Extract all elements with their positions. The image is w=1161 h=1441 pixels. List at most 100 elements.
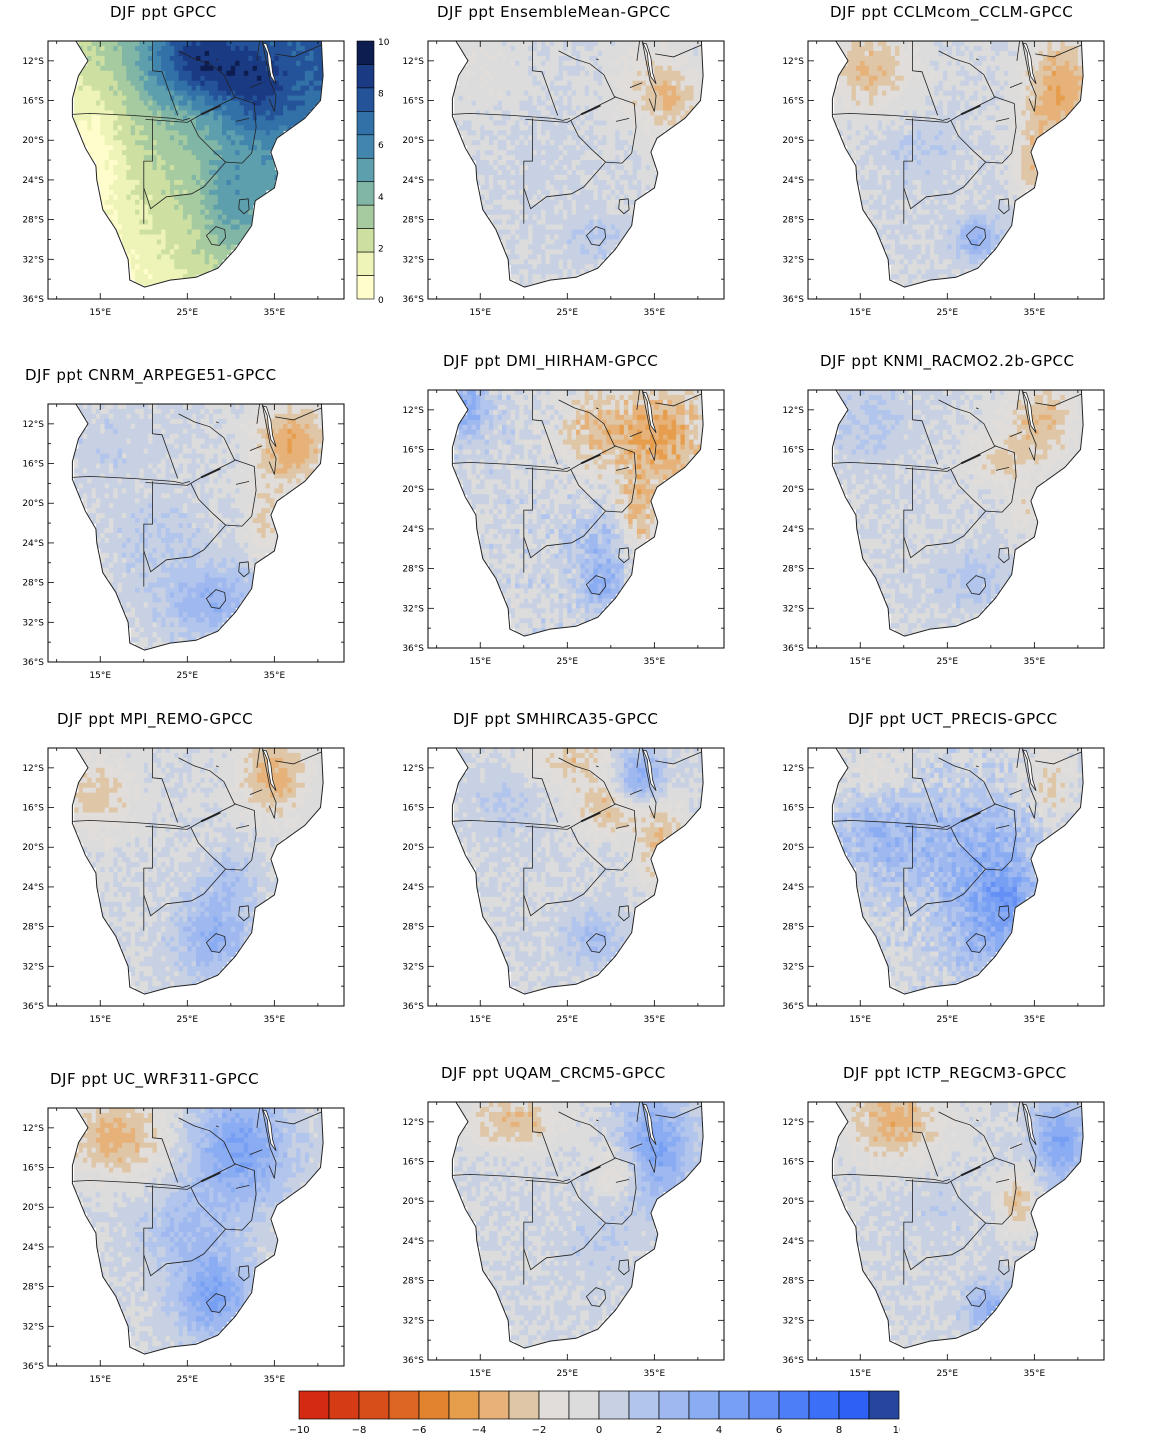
- lon-tick-label: 35°E: [264, 1375, 286, 1385]
- lat-tick-label: 12°S: [782, 1118, 804, 1128]
- lat-tick-label: 36°S: [402, 1356, 424, 1366]
- lat-tick-label: 28°S: [782, 216, 804, 226]
- lat-tick-label: 28°S: [402, 565, 424, 575]
- colorbar-label: 6: [776, 1425, 782, 1436]
- lat-tick-label: 16°S: [402, 446, 424, 456]
- map-plot: 12°S 16°S 20°S 24°S 28°S 32°S 36°S 15°E 25°E 35°E: [22, 747, 345, 1025]
- lat-tick-label: 36°S: [402, 295, 424, 305]
- gridded-field: [74, 1108, 323, 1355]
- colorbar-swatch: [748, 1390, 780, 1420]
- lat-tick-label: 12°S: [402, 406, 424, 416]
- lat-tick-label: 32°S: [402, 962, 424, 972]
- lat-tick-label: 12°S: [402, 1118, 424, 1128]
- lon-tick-label: 25°E: [556, 308, 578, 318]
- country-borders: [831, 389, 1084, 637]
- lat-tick-label: 36°S: [782, 1356, 804, 1366]
- map-frame: [47, 40, 345, 300]
- colorbar-swatch: [358, 1390, 390, 1420]
- colorbar-swatch: [568, 1390, 600, 1420]
- map-panel-dmi: DJF ppt DMI_HIRHAM-GPCC 12°S 16°S 20°S 24°S 2…: [380, 352, 760, 702]
- lat-tick-label: 12°S: [22, 420, 44, 430]
- panel-title: DJF ppt CNRM_ARPEGE51-GPCC: [25, 366, 277, 384]
- colorbar-swatch: [356, 275, 375, 300]
- map-plot: 12°S 16°S 20°S 24°S 28°S 32°S 36°S 15°E 25°E 35°E: [782, 389, 1105, 667]
- colorbar-swatch: [356, 87, 375, 112]
- lon-tick-label: 35°E: [1024, 1015, 1046, 1025]
- colorbar-swatch: [808, 1390, 840, 1420]
- lat-tick-label: 36°S: [22, 1362, 44, 1372]
- map-panel-uct: DJF ppt UCT_PRECIS-GPCC 12°S 16°S 20°S 24°S 2…: [760, 710, 1140, 1060]
- colorbar-swatch: [356, 157, 375, 183]
- panel-title: DJF ppt ICTP_REGCM3-GPCC: [843, 1064, 1067, 1082]
- lat-tick-label: 28°S: [782, 565, 804, 575]
- lat-tick-label: 12°S: [22, 57, 44, 67]
- map-frame: [47, 1107, 345, 1367]
- lat-tick-label: 20°S: [782, 485, 804, 495]
- map-panel-cclm: DJF ppt CCLMcom_CCLM-GPCC 12°S 16°S 20°S 24°…: [760, 3, 1140, 353]
- map-panel-ensemblemean: DJF ppt EnsembleMean-GPCC 12°S 16°S 20°S 24°…: [380, 3, 760, 353]
- country-borders: [451, 1101, 704, 1349]
- lat-tick-label: 32°S: [22, 962, 44, 972]
- colorbar-swatch: [356, 64, 375, 89]
- colorbar-swatch: [688, 1390, 720, 1420]
- lat-tick-label: 24°S: [22, 883, 44, 893]
- colorbar-swatch: [658, 1390, 690, 1420]
- colorbar-swatch: [838, 1390, 870, 1420]
- lon-tick-label: 35°E: [1024, 1369, 1046, 1379]
- colorbar-label: 8: [378, 90, 384, 100]
- colorbar-label: −6: [412, 1425, 427, 1436]
- lon-tick-label: 25°E: [176, 308, 198, 318]
- lat-tick-label: 28°S: [402, 216, 424, 226]
- lat-tick-label: 28°S: [402, 1277, 424, 1287]
- lon-tick-label: 25°E: [936, 1369, 958, 1379]
- lat-tick-label: 32°S: [782, 604, 804, 614]
- lat-tick-label: 24°S: [22, 1243, 44, 1253]
- panel-title: DJF ppt KNMI_RACMO2.2b-GPCC: [820, 352, 1074, 370]
- country-borders: [451, 747, 704, 995]
- lon-tick-label: 35°E: [644, 308, 666, 318]
- lat-tick-label: 12°S: [402, 57, 424, 67]
- gridded-field: [834, 390, 1083, 637]
- lat-tick-label: 12°S: [782, 406, 804, 416]
- colorbar-swatch: [448, 1390, 480, 1420]
- colorbar-label: 0: [596, 1425, 602, 1436]
- lat-tick-label: 24°S: [782, 525, 804, 535]
- lat-tick-label: 36°S: [402, 644, 424, 654]
- lat-tick-label: 32°S: [402, 1316, 424, 1326]
- lat-tick-label: 20°S: [22, 136, 44, 146]
- map-frame: [427, 40, 725, 300]
- lon-tick-label: 35°E: [1024, 657, 1046, 667]
- map-frame: [807, 747, 1105, 1007]
- lat-tick-label: 24°S: [782, 883, 804, 893]
- map-panel-cnrm: DJF ppt CNRM_ARPEGE51-GPCC 12°S 16°S 20°S 24…: [0, 366, 380, 716]
- map-panel-knmi: DJF ppt KNMI_RACMO2.2b-GPCC 12°S 16°S 20°S 2…: [760, 352, 1140, 702]
- lat-tick-label: 28°S: [782, 1277, 804, 1287]
- lat-tick-label: 24°S: [782, 176, 804, 186]
- colorbar-label: −2: [532, 1425, 547, 1436]
- lat-tick-label: 36°S: [22, 658, 44, 668]
- country-borders: [831, 747, 1084, 995]
- panel-title: DJF ppt EnsembleMean-GPCC: [437, 3, 671, 21]
- panel-title: DJF ppt SMHIRCA35-GPCC: [453, 710, 658, 728]
- map-plot: 12°S 16°S 20°S 24°S 28°S 32°S 36°S 15°E 25°E 35°E: [22, 403, 345, 681]
- map-frame: [807, 389, 1105, 649]
- lon-tick-label: 15°E: [849, 1369, 871, 1379]
- map-panel-wrf: DJF ppt UC_WRF311-GPCC 12°S 16°S 20°S 24°S 28…: [0, 1070, 380, 1420]
- gridded-field: [454, 390, 703, 637]
- lat-tick-label: 16°S: [782, 97, 804, 107]
- colorbar-swatch: [356, 134, 375, 159]
- country-borders: [71, 1107, 324, 1355]
- lat-tick-label: 32°S: [22, 1322, 44, 1332]
- colorbar-swatch: [628, 1390, 660, 1420]
- lon-tick-label: 25°E: [936, 308, 958, 318]
- lat-tick-label: 20°S: [22, 1203, 44, 1213]
- map-frame: [427, 389, 725, 649]
- colorbar-swatch: [598, 1390, 630, 1420]
- lat-tick-label: 28°S: [22, 1283, 44, 1293]
- map-plot: 12°S 16°S 20°S 24°S 28°S 32°S 36°S 15°E 25°E 35°E: [402, 1101, 725, 1379]
- lat-tick-label: 16°S: [402, 804, 424, 814]
- map-plot: 12°S 16°S 20°S 24°S 28°S 32°S 36°S 15°E 25°E 35°E: [782, 747, 1105, 1025]
- lat-tick-label: 28°S: [22, 216, 44, 226]
- colorbar-swatch: [298, 1390, 330, 1420]
- lat-tick-label: 32°S: [782, 255, 804, 265]
